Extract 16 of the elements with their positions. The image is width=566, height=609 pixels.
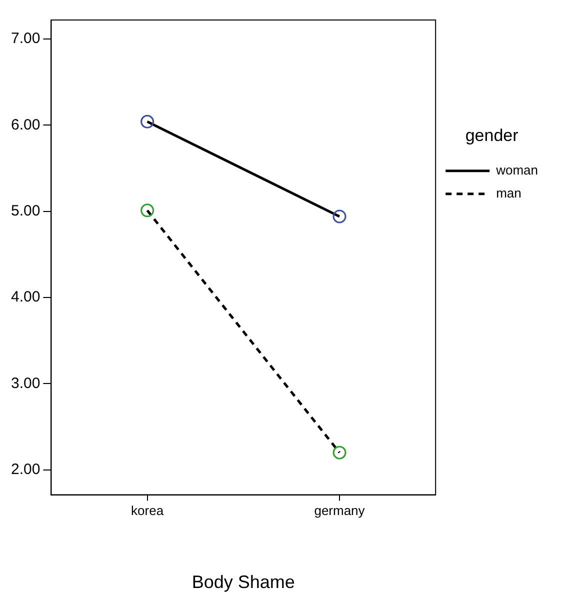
point: [140, 204, 154, 218]
y-tick-label: 2.00: [10, 460, 40, 478]
legend-label: woman: [495, 162, 538, 178]
y-tick-label: 3.00: [10, 374, 40, 392]
y-tick-label: 7.00: [10, 30, 40, 48]
y-tick-label: 6.00: [10, 116, 40, 134]
point: [140, 114, 154, 128]
x-axis-title: Body Shame: [192, 572, 295, 592]
point: [332, 446, 346, 460]
x-tick-label: germany: [314, 503, 366, 518]
y-tick-label: 5.00: [10, 202, 40, 220]
legend-title: gender: [465, 126, 519, 146]
x-tick-label: korea: [131, 503, 164, 518]
legend-label: man: [496, 185, 522, 200]
point: [332, 210, 346, 224]
y-tick-label: 4.00: [10, 288, 40, 306]
